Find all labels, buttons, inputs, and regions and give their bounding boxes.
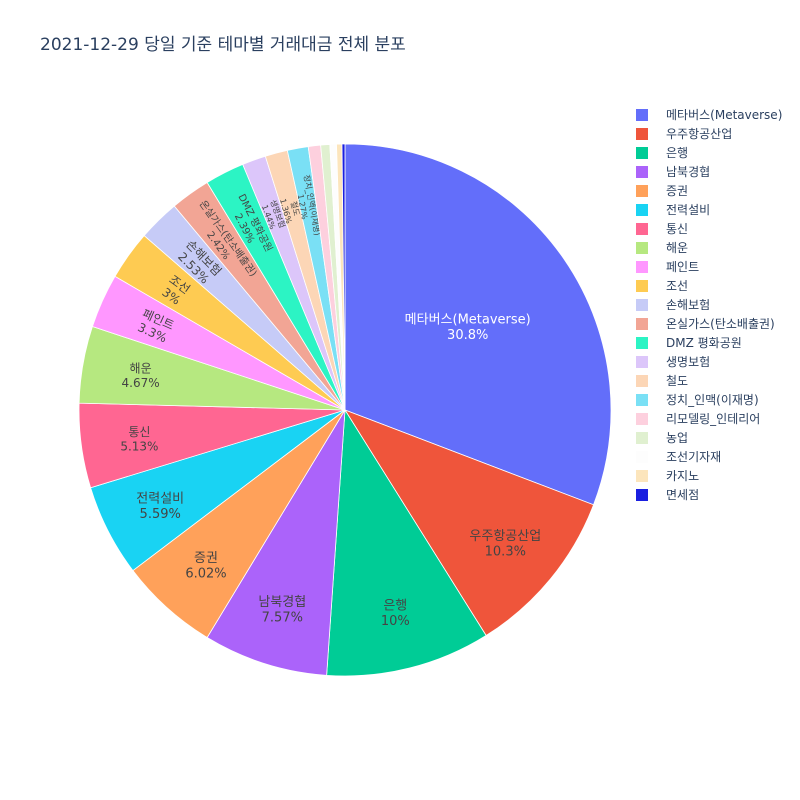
legend-label: 온실가스(탄소배출권) [666,317,775,331]
slice-category-label: 메타버스(Metaverse) [405,313,531,328]
legend-swatch [636,261,648,273]
slice-category-label: 남북경협 [258,595,306,610]
legend-label: 메타버스(Metaverse) [666,108,783,122]
slice-percent-label: 10% [381,614,410,629]
legend-swatch [636,413,648,425]
legend-label: 손해보험 [666,298,711,312]
pie-slice[interactable] [344,409,595,637]
slice-category-label: 은행 [383,597,407,613]
slice-category-label: 철도 [289,200,302,217]
legend-swatch [636,109,648,121]
slice-category-label: 해운 [130,362,152,376]
legend-swatch [636,280,648,292]
legend-label: 조선기자재 [666,450,722,464]
slice-percent-label: 5.59% [140,507,181,522]
legend-label: 전력설비 [666,203,711,217]
legend-label: 철도 [666,374,689,388]
slice-category-label: 통신 [128,425,150,439]
slice-label: 메타버스(Metaverse)30.8% [405,313,531,344]
legend-swatch [636,128,648,140]
slice-category-label: 전력설비 [136,491,184,506]
chart-title: 2021-12-29 당일 기준 테마별 거래대금 전체 분포 [40,35,406,55]
legend-swatch [636,166,648,178]
slice-category-label: 증권 [194,551,218,566]
legend-swatch [636,147,648,159]
legend-label: 해운 [666,241,689,255]
slice-percent-label: 30.8% [447,328,488,343]
legend-swatch [636,375,648,387]
slice-percent-label: 10.3% [485,544,526,559]
legend-label: 농업 [666,431,689,445]
legend-label: 면세점 [666,488,700,502]
slice-percent-label: 5.13% [120,440,158,454]
legend-swatch [636,223,648,235]
slice-label: 증권6.02% [185,551,226,582]
legend-swatch [636,337,648,349]
legend-label: 정치_인맥(이재명) [666,393,759,407]
legend-swatch [636,394,648,406]
legend-swatch [636,242,648,254]
legend-swatch [636,185,648,197]
legend-swatch [636,299,648,311]
legend-label: 리모델링_인테리어 [666,412,761,426]
legend-label: 은행 [666,146,689,160]
slice-percent-label: 4.67% [122,376,160,390]
legend-label: 남북경협 [666,165,711,179]
pie-slice[interactable] [206,409,346,676]
pie-slice[interactable] [326,408,487,677]
legend-label: 생명보험 [666,355,711,369]
legend-label: 통신 [666,222,689,236]
legend-swatch [636,204,648,216]
slice-percent-label: 6.02% [185,567,226,582]
slice-category-label: 우주항공산업 [469,529,541,544]
pie-slice[interactable] [341,143,346,411]
legend-swatch [636,451,648,463]
legend-swatch [636,432,648,444]
legend-swatch [636,489,648,501]
legend-label: 조선 [666,279,689,293]
slice-percent-label: 7.57% [262,610,303,625]
pie-slice[interactable] [344,143,612,506]
legend-swatch [636,470,648,482]
legend-label: 카지노 [666,469,700,483]
slice-percent-label: 1.27% [296,194,309,221]
legend-swatch [636,318,648,330]
legend-swatch [636,356,648,368]
legend-label: 증권 [666,184,689,198]
slice-label: 해운4.67% [122,362,160,390]
legend-label: 페인트 [666,260,700,274]
slice-label: 통신5.13% [120,425,158,453]
legend-label: DMZ 평화공원 [666,336,742,350]
legend-label: 우주항공산업 [666,127,733,141]
